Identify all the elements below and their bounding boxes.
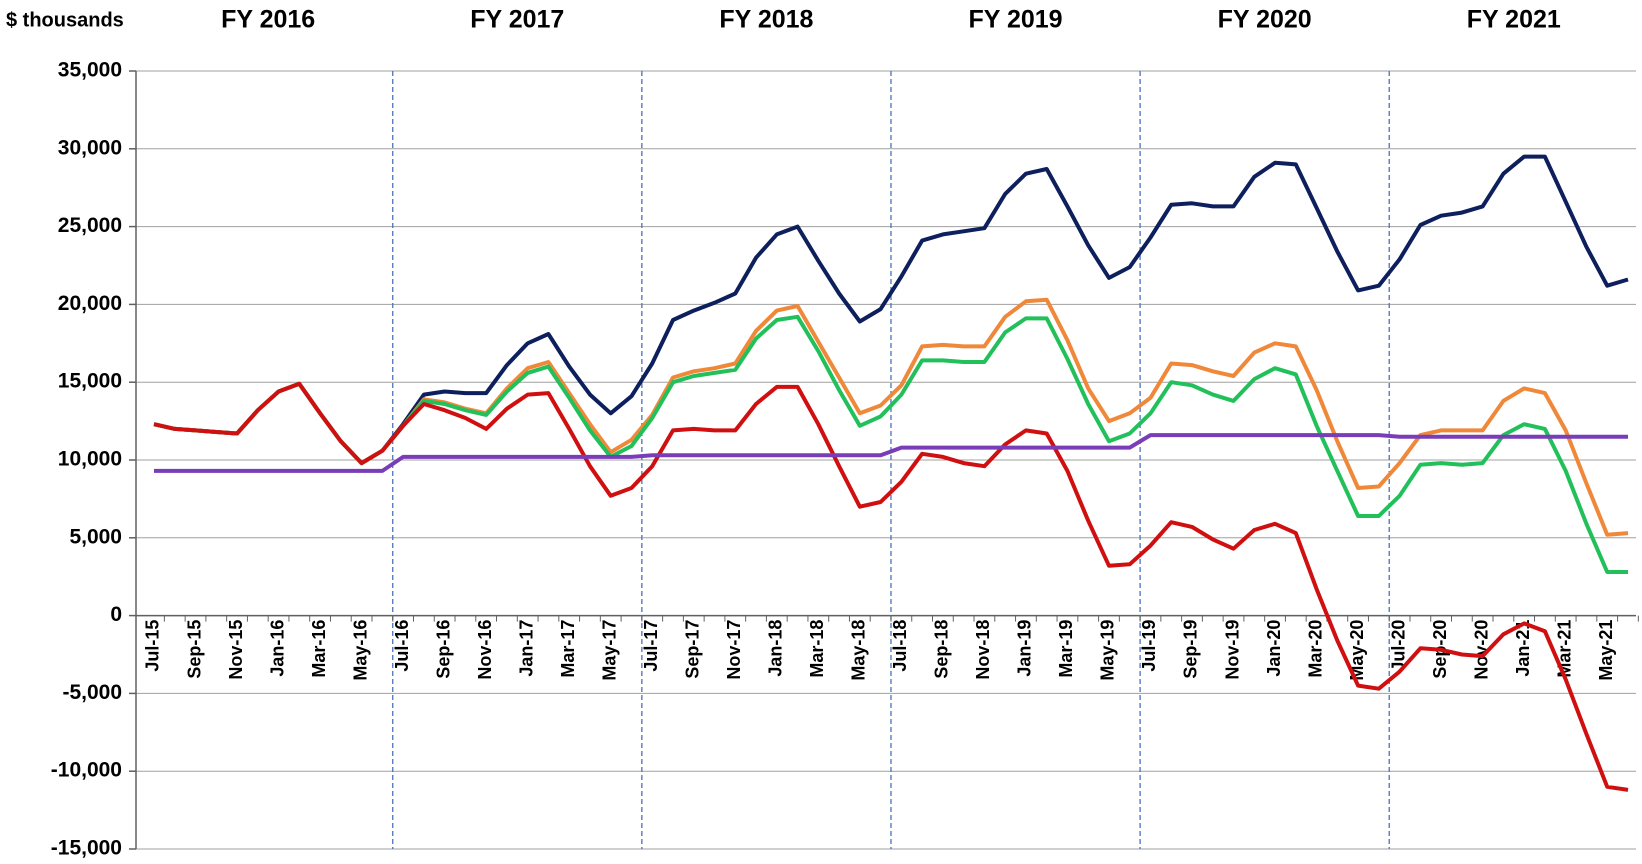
x-tick-label: Jul-15 (143, 620, 163, 672)
x-tick-label: Jul-17 (641, 620, 661, 672)
x-tick-label: Sep-15 (184, 620, 204, 679)
y-tick-label: 20,000 (58, 292, 122, 315)
y-tick-label: 15,000 (58, 370, 122, 393)
x-tick-label: Nov-18 (973, 620, 993, 680)
y-tick-label: -10,000 (51, 759, 122, 782)
x-tick-label: May-21 (1596, 620, 1616, 681)
y-tick-label: 10,000 (58, 448, 122, 471)
x-tick-label: Mar-19 (1056, 620, 1076, 678)
x-tick-label: Sep-16 (433, 620, 453, 679)
x-tick-label: Nov-19 (1222, 620, 1242, 680)
y-tick-label: -15,000 (51, 837, 122, 860)
period-label: FY 2020 (1218, 6, 1312, 34)
x-tick-label: Jan-21 (1513, 620, 1533, 677)
series-line (153, 381, 1629, 792)
x-tick-label: May-16 (350, 620, 370, 681)
x-tick-label: Jan-18 (766, 620, 786, 677)
period-label: FY 2021 (1467, 6, 1561, 34)
x-tick-label: Jul-19 (1139, 620, 1159, 672)
x-tick-label: Nov-20 (1471, 620, 1491, 680)
x-tick-label: Nov-16 (475, 620, 495, 680)
x-tick-label: Mar-16 (309, 620, 329, 678)
x-tick-label: Sep-19 (1181, 620, 1201, 679)
x-tick-label: May-19 (1098, 620, 1118, 681)
series-line (154, 433, 1628, 473)
x-tick-label: May-17 (599, 620, 619, 681)
x-tick-label: Mar-17 (558, 620, 578, 678)
period-label: FY 2016 (221, 6, 315, 34)
x-tick-label: Mar-21 (1554, 620, 1574, 678)
x-tick-label: Nov-17 (724, 620, 744, 680)
y-tick-label: 0 (110, 603, 122, 626)
y-tick-label: 25,000 (58, 214, 122, 237)
x-tick-label: May-20 (1347, 620, 1367, 681)
y-tick-label: -5,000 (62, 681, 122, 704)
x-tick-label: Sep-17 (683, 620, 703, 679)
x-tick-label: Nov-15 (226, 620, 246, 680)
x-tick-label: Mar-20 (1305, 620, 1325, 678)
x-tick-label: Jan-20 (1264, 620, 1284, 677)
x-tick-label: Jul-20 (1388, 620, 1408, 672)
x-tick-label: May-18 (849, 620, 869, 681)
period-label: FY 2017 (470, 6, 564, 34)
x-tick-label: Jul-18 (890, 620, 910, 672)
y-tick-label: 35,000 (58, 59, 122, 82)
x-tick-label: Jan-19 (1015, 620, 1035, 677)
x-tick-label: Jul-16 (392, 620, 412, 672)
y-tick-label: 30,000 (58, 136, 122, 159)
x-tick-label: Sep-18 (932, 620, 952, 679)
period-label: FY 2018 (719, 6, 813, 34)
y-axis-label: $ thousands (6, 9, 124, 31)
x-tick-label: Mar-18 (807, 620, 827, 678)
y-tick-label: 5,000 (69, 525, 122, 548)
x-tick-label: Jan-16 (267, 620, 287, 677)
x-tick-label: Jan-17 (516, 620, 536, 677)
period-label: FY 2019 (969, 6, 1063, 34)
